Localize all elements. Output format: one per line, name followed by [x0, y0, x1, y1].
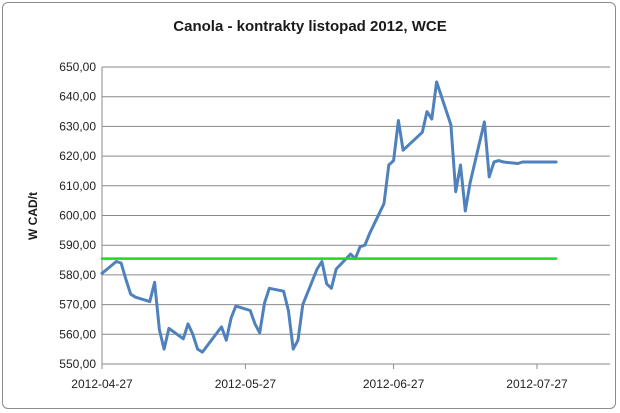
- y-tick-label: 560,00: [59, 327, 96, 341]
- x-tick-label: 2012-07-27: [506, 377, 568, 391]
- y-tick-label: 600,00: [59, 209, 96, 223]
- y-tick-label: 550,00: [59, 357, 96, 371]
- y-tick-label: 640,00: [59, 90, 96, 104]
- axes: [101, 67, 610, 369]
- y-tick-label: 590,00: [59, 238, 96, 252]
- y-tick-label: 630,00: [59, 119, 96, 133]
- chart-frame: [2, 2, 616, 409]
- series-lines: [100, 80, 558, 354]
- y-tick-label: 580,00: [59, 268, 96, 282]
- gridlines: [102, 66, 610, 335]
- chart-title: Canola - kontrakty listopad 2012, WCE: [173, 18, 447, 35]
- y-tick-label: 570,00: [59, 298, 96, 312]
- x-tick-label: 2012-05-27: [215, 377, 277, 391]
- x-tick-labels: 2012-04-27 2012-05-27 2012-06-27 2012-07-27: [71, 377, 568, 391]
- x-tick-label: 2012-04-27: [71, 377, 133, 391]
- x-tick-label: 2012-06-27: [363, 377, 425, 391]
- y-tick-label: 620,00: [59, 149, 96, 163]
- y-tick-label: 610,00: [59, 179, 96, 193]
- y-tick-label: 650,00: [59, 60, 96, 74]
- price-series-line: [100, 80, 558, 354]
- y-tick-labels: 550,00 560,00 570,00 580,00 590,00 600,00 610,…: [59, 60, 96, 371]
